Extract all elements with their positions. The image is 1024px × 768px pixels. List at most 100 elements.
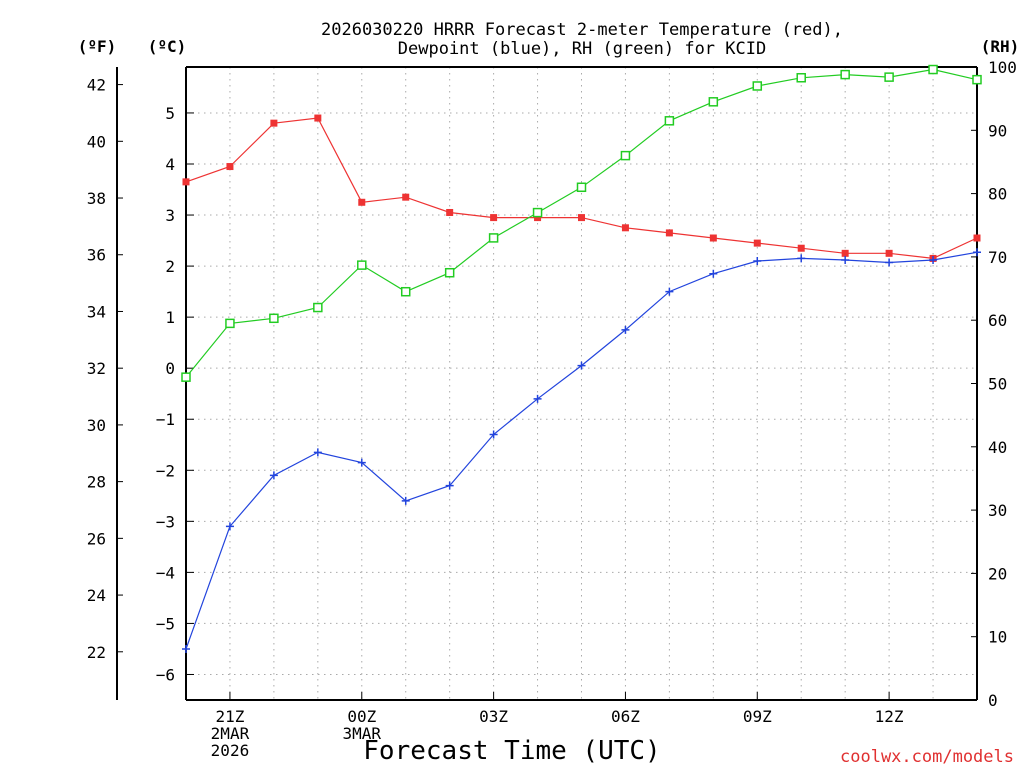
temperature-series-point — [358, 198, 366, 206]
temperature-series-point — [314, 114, 322, 122]
rh-series-point — [708, 97, 719, 107]
celsius-tick-label: −5 — [156, 614, 175, 633]
series-lines — [181, 64, 982, 653]
fahrenheit-tick-label: 36 — [87, 246, 106, 265]
rh-series-point — [664, 116, 675, 126]
dewpoint-series-point — [577, 361, 586, 370]
fahrenheit-tick-label: 24 — [87, 586, 106, 605]
rh-tick-label: 80 — [988, 185, 1007, 204]
temperature-series-point — [226, 163, 234, 171]
chart-title: 2026030220 HRRR Forecast 2-meter Tempera… — [321, 20, 843, 59]
rh-series-point — [752, 81, 763, 91]
rh-series-point — [620, 150, 631, 161]
dewpoint-series-point — [533, 394, 542, 403]
dewpoint-series-point — [445, 481, 454, 490]
credit-label: coolwx.com/models — [840, 747, 1014, 767]
temperature-series-point — [578, 214, 585, 222]
title-line-1: 2026030220 HRRR Forecast 2-meter Tempera… — [321, 20, 843, 40]
fahrenheit-tick-label: 26 — [87, 529, 106, 548]
rh-series-point — [972, 74, 982, 85]
x-tick-label: 06Z — [611, 707, 640, 726]
celsius-tick-label: 4 — [165, 155, 175, 174]
rh-series-point — [357, 260, 367, 270]
rh-tick-label: 30 — [988, 501, 1007, 520]
celsius-tick-label: 2 — [165, 257, 175, 276]
rh-series-point — [181, 372, 191, 382]
x-tick-label: 03Z — [479, 707, 508, 726]
fahrenheit-tick-label: 42 — [87, 76, 106, 95]
dewpoint-series-point — [225, 522, 234, 531]
fahrenheit-tick-label: 38 — [87, 189, 106, 208]
celsius-tick-label: −1 — [156, 410, 175, 429]
x-tick-label: 3MAR — [343, 724, 382, 743]
rh-series-point — [840, 69, 850, 80]
dewpoint-series-point — [489, 430, 498, 439]
fahrenheit-tick-label: 32 — [87, 359, 106, 378]
rh-series-point — [576, 182, 587, 193]
rh-series-point — [400, 286, 411, 297]
dewpoint-series-point — [885, 258, 894, 267]
gridlines — [186, 67, 977, 700]
dewpoint-series-point — [973, 248, 981, 257]
temperature-series-point — [182, 178, 190, 186]
temperature-series-point — [665, 229, 673, 237]
dewpoint-series-point — [753, 256, 762, 265]
rh-tick-label: 0 — [988, 691, 998, 710]
celsius-tick-label: −2 — [156, 461, 175, 480]
dewpoint-series-point — [709, 269, 718, 278]
temperature-series-point — [446, 208, 454, 216]
dewpoint-series-point — [269, 471, 278, 480]
rh-series-point — [796, 73, 806, 83]
celsius-tick-label: 5 — [165, 104, 175, 123]
x-tick-label: 2026 — [211, 741, 250, 760]
rh-tick-label: 20 — [988, 564, 1007, 583]
temperature-series-point — [621, 224, 629, 232]
dewpoint-series-point — [182, 644, 190, 653]
temperature-series-point — [270, 119, 278, 127]
axes: −6−5−4−3−2−10123452224262830323436384042… — [87, 58, 1017, 760]
temperature-series-point — [709, 234, 717, 242]
celsius-tick-label: 0 — [165, 359, 175, 378]
fahrenheit-tick-label: 22 — [87, 643, 106, 662]
x-tick-label: 21Z — [215, 707, 244, 726]
rh-tick-label: 70 — [988, 248, 1007, 267]
temperature-series-point — [402, 193, 410, 201]
fahrenheit-tick-label: 28 — [87, 473, 106, 492]
dewpoint-series-point — [621, 325, 630, 334]
fahrenheit-tick-label: 34 — [87, 302, 106, 321]
dewpoint-series-point — [841, 255, 850, 264]
x-axis-label: Forecast Time (UTC) — [363, 736, 660, 766]
rh-tick-label: 10 — [988, 628, 1007, 647]
x-tick-label: 00Z — [347, 707, 376, 726]
dewpoint-series-point — [929, 255, 938, 264]
celsius-tick-label: −3 — [156, 512, 175, 531]
celsius-tick-label: 1 — [165, 308, 175, 327]
rh-series-point — [225, 318, 235, 329]
rh-tick-label: 50 — [988, 375, 1007, 394]
rh-unit-label: (RH) — [981, 37, 1020, 56]
rh-series-point — [488, 233, 499, 243]
x-tick-label: 12Z — [875, 707, 904, 726]
fahrenheit-tick-label: 30 — [87, 416, 106, 435]
fahrenheit-tick-label: 40 — [87, 132, 106, 151]
rh-tick-label: 90 — [988, 121, 1007, 140]
rh-series-point — [532, 207, 543, 218]
fahrenheit-unit-label: (ºF) — [78, 37, 117, 56]
dewpoint-series-point — [401, 496, 410, 505]
dewpoint-series-point — [665, 287, 674, 296]
x-tick-label: 09Z — [743, 707, 772, 726]
celsius-tick-label: −4 — [156, 563, 175, 582]
rh-series-point — [313, 302, 323, 313]
temperature-series-point — [973, 234, 981, 242]
x-tick-label: 2MAR — [211, 724, 250, 743]
temperature-series-point — [753, 239, 761, 247]
rh-tick-label: 60 — [988, 311, 1007, 330]
celsius-tick-label: 3 — [165, 206, 175, 225]
temperature-series-point — [534, 214, 542, 222]
celsius-tick-label: −6 — [156, 665, 175, 684]
rh-series-point — [884, 72, 894, 82]
dewpoint-series-point — [357, 458, 366, 467]
temperature-series-point — [885, 249, 893, 257]
rh-series-point — [928, 64, 938, 75]
